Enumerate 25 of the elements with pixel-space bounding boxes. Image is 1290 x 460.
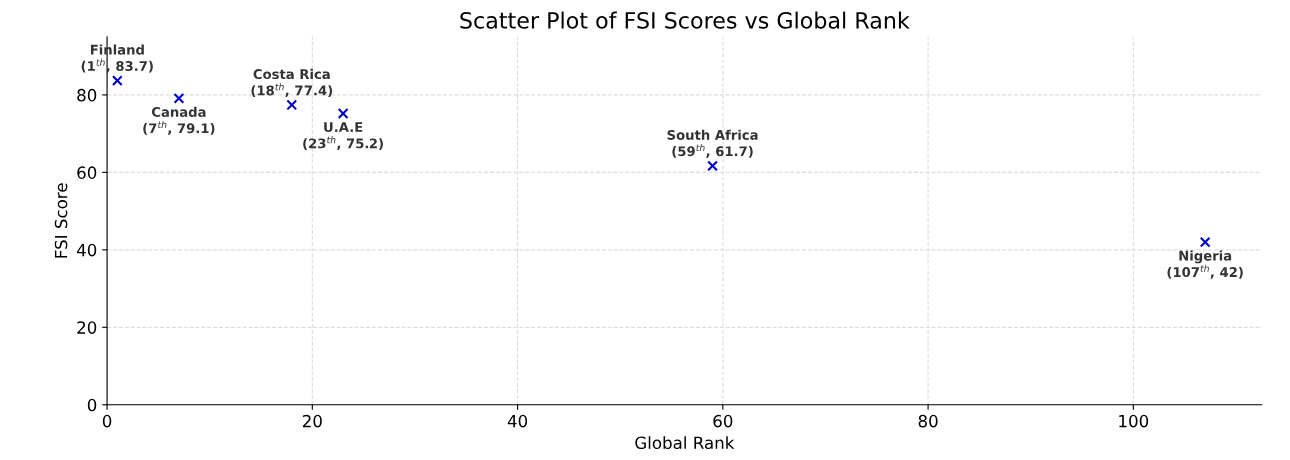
y-axis-title: FSI Score bbox=[54, 183, 68, 258]
annotation: Canada (7$^{th}$, 79.1) bbox=[143, 106, 215, 135]
x-tick-label: 0 bbox=[102, 414, 112, 428]
annotation: Costa Rica (18$^{th}$, 77.4) bbox=[251, 68, 333, 98]
point bbox=[173, 92, 185, 104]
point bbox=[286, 99, 298, 111]
x-tick-label: 40 bbox=[507, 414, 528, 428]
y-tick-label: 0 bbox=[87, 398, 97, 412]
annotation: U.A.E (23$^{th}$, 75.2) bbox=[303, 122, 383, 151]
x-tick-label: 100 bbox=[1119, 414, 1149, 428]
x-tick-label: 60 bbox=[713, 414, 733, 428]
x-tick-label: 80 bbox=[918, 414, 938, 428]
annotation: South Africa (59$^{th}$, 61.7) bbox=[667, 129, 758, 158]
point bbox=[111, 75, 123, 86]
y-tick-label: 20 bbox=[77, 321, 97, 334]
point bbox=[707, 160, 718, 172]
x-tick-label: 20 bbox=[302, 414, 322, 428]
annotation: Nigeria (107$^{th}$, 42) bbox=[1167, 250, 1243, 279]
point bbox=[337, 108, 349, 119]
x-axis-title: Global Rank bbox=[635, 436, 735, 450]
chart-title: Scatter Plot of FSI Scores vs Global Rank bbox=[460, 11, 910, 29]
y-tick-label: 60 bbox=[77, 166, 97, 179]
point bbox=[1199, 236, 1211, 248]
y-tick-label: 40 bbox=[76, 243, 97, 257]
y-tick-label: 80 bbox=[77, 88, 97, 102]
